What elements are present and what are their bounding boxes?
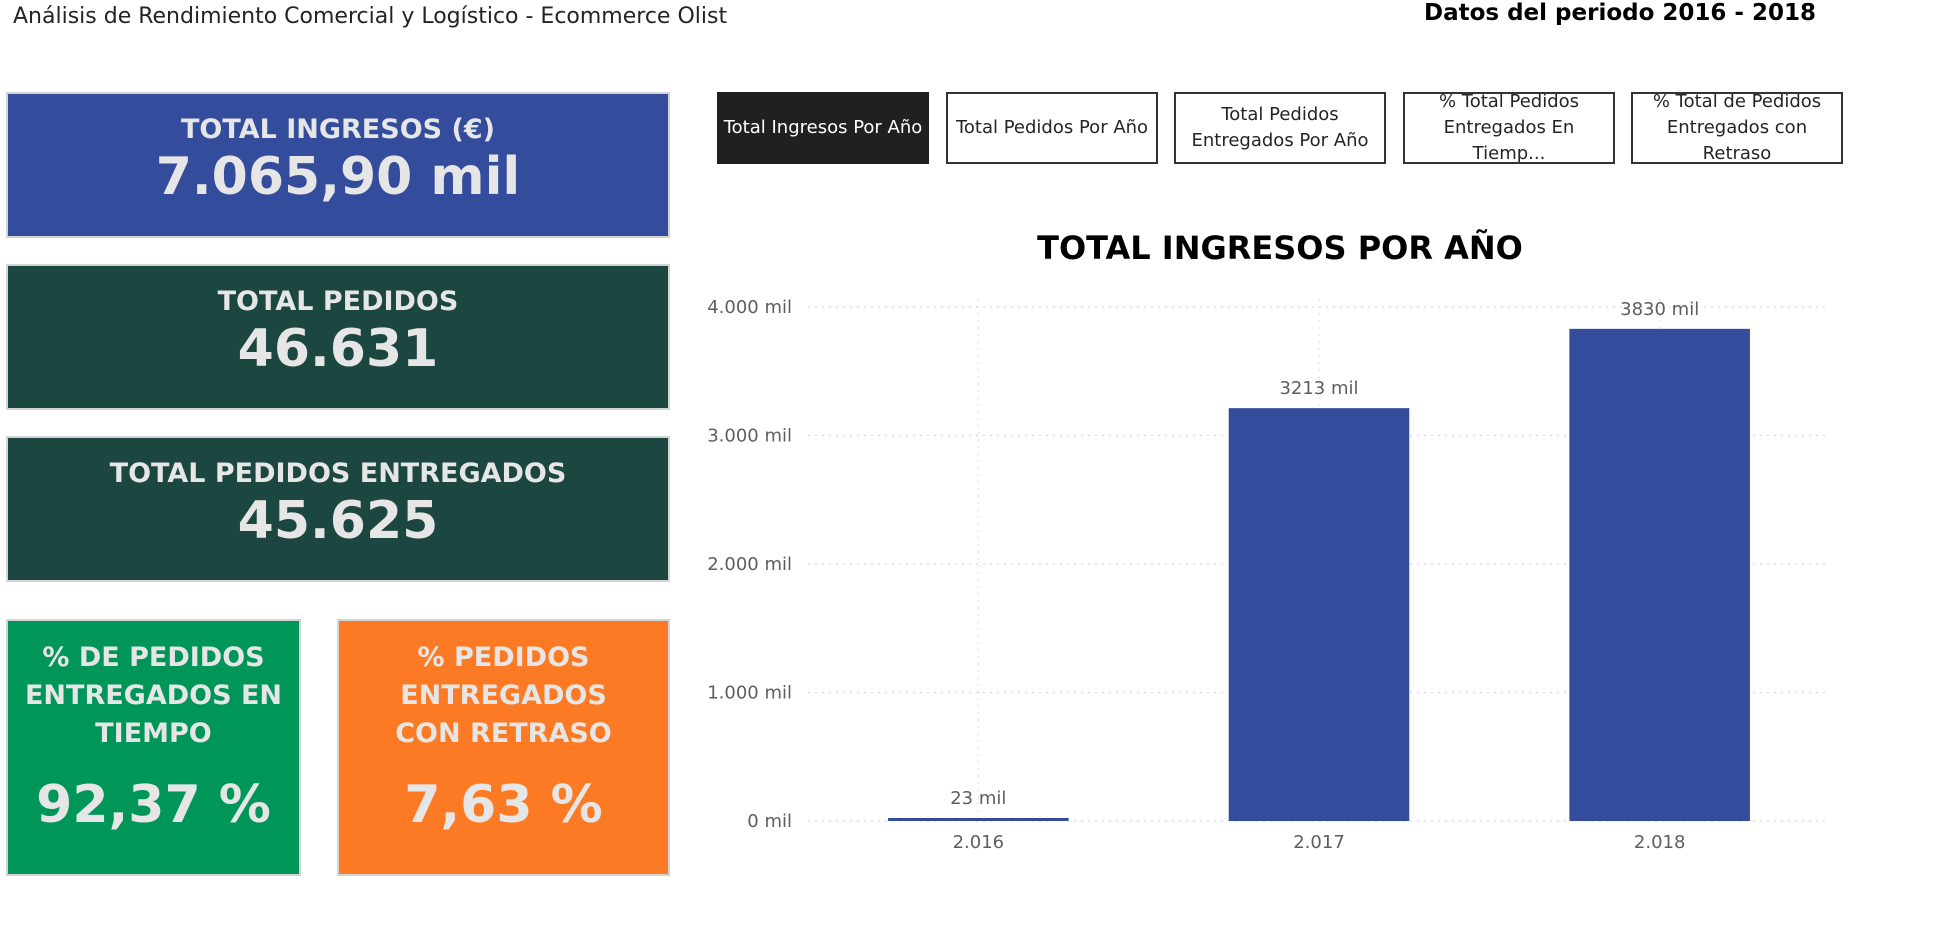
- kpi-value: 7,63 %: [404, 775, 603, 835]
- button-pedidos-entregados-por-ano[interactable]: Total Pedidos Entregados Por Año: [1174, 92, 1386, 164]
- x-tick-label: 2.017: [1293, 832, 1345, 853]
- data-label: 3830 mil: [1620, 299, 1699, 320]
- kpi-card-pedidos-entregados: TOTAL PEDIDOS ENTREGADOS 45.625: [6, 436, 670, 582]
- report-title: Análisis de Rendimiento Comercial y Logí…: [13, 4, 728, 29]
- kpi-value: 45.625: [237, 491, 439, 551]
- y-tick-label: 1.000 mil: [707, 683, 792, 704]
- x-tick-label: 2.016: [953, 832, 1005, 853]
- bar: [1228, 408, 1410, 821]
- y-tick-label: 2.000 mil: [707, 554, 792, 575]
- kpi-value: 46.631: [237, 319, 439, 379]
- y-tick-label: 4.000 mil: [707, 297, 792, 318]
- data-label: 23 mil: [950, 788, 1006, 809]
- kpi-card-en-tiempo: % DE PEDIDOS ENTREGADOS EN TIEMPO 92,37 …: [6, 619, 301, 876]
- kpi-card-con-retraso: % PEDIDOS ENTREGADOS CON RETRASO 7,63 %: [337, 619, 670, 876]
- button-total-ingresos-por-ano[interactable]: Total Ingresos Por Año: [717, 92, 929, 164]
- data-label: 3213 mil: [1279, 378, 1358, 399]
- kpi-card-total-ingresos: TOTAL INGRESOS (€) 7.065,90 mil: [6, 92, 670, 238]
- button-total-pedidos-por-ano[interactable]: Total Pedidos Por Año: [946, 92, 1158, 164]
- x-tick-label: 2.018: [1634, 832, 1686, 853]
- button-pct-entregados-en-tiempo[interactable]: % Total Pedidos Entregados En Tiemp...: [1403, 92, 1615, 164]
- kpi-title: TOTAL PEDIDOS: [217, 286, 459, 317]
- kpi-card-total-pedidos: TOTAL PEDIDOS 46.631: [6, 264, 670, 410]
- kpi-value: 7.065,90 mil: [155, 147, 521, 207]
- kpi-title: TOTAL PEDIDOS ENTREGADOS: [109, 458, 567, 489]
- y-tick-label: 0 mil: [747, 811, 792, 832]
- bar-chart: 0 mil 1.000 mil 2.000 mil 3.000 mil 4.000 mi…: [707, 297, 1830, 853]
- period-label: Datos del periodo 2016 - 2018: [1423, 0, 1816, 26]
- kpi-title: % DE PEDIDOS ENTREGADOS EN TIEMPO: [24, 642, 282, 749]
- kpi-title: TOTAL INGRESOS (€): [181, 114, 495, 145]
- button-pct-entregados-con-retraso[interactable]: % Total de Pedidos Entregados con Retras…: [1631, 92, 1843, 164]
- kpi-title: % PEDIDOS ENTREGADOS CON RETRASO: [395, 642, 612, 749]
- bar: [1569, 328, 1750, 821]
- chart-title: TOTAL INGRESOS POR AÑO: [1037, 229, 1523, 267]
- kpi-value: 92,37 %: [36, 775, 271, 835]
- y-tick-label: 3.000 mil: [707, 426, 792, 447]
- bar: [888, 818, 1069, 821]
